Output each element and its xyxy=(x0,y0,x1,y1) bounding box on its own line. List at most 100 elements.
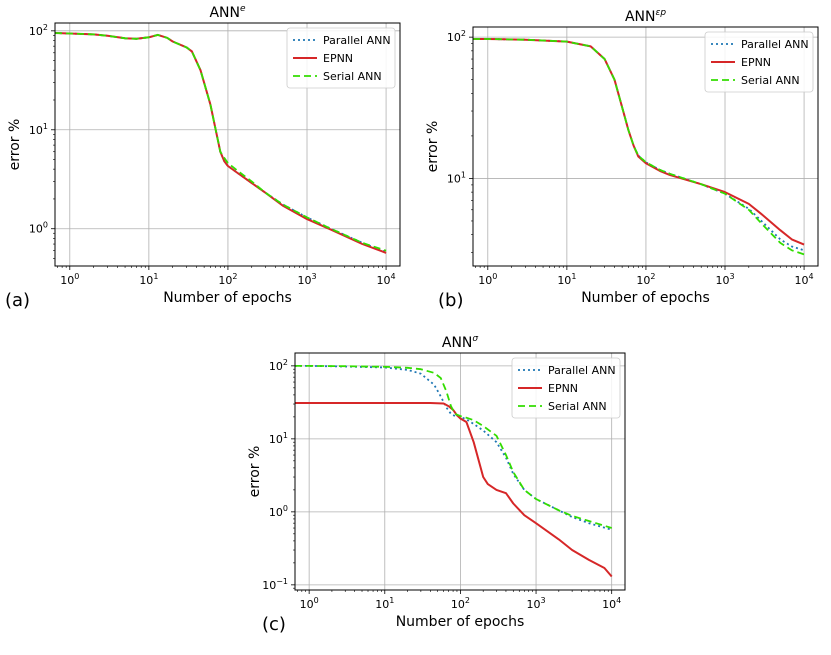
x-tick-label: 102 xyxy=(636,272,655,287)
x-tick-base: 10 xyxy=(636,274,650,287)
panel-letter: (a) xyxy=(5,290,30,311)
y-tick-base: 10 xyxy=(447,31,461,44)
x-tick-exponent: 3 xyxy=(729,272,734,281)
x-tick-base: 10 xyxy=(715,274,729,287)
x-tick-exponent: 3 xyxy=(311,272,316,281)
legend-box xyxy=(704,31,814,93)
y-tick-base: 10 xyxy=(269,360,283,373)
plot-frame xyxy=(294,352,626,591)
chart-title-base: ANN xyxy=(442,335,473,351)
x-tick-exponent: 2 xyxy=(465,596,470,605)
x-tick-base: 10 xyxy=(602,598,616,611)
x-tick-label: 102 xyxy=(451,596,470,611)
plot-frame xyxy=(472,26,819,267)
y-tick-base: 10 xyxy=(29,124,43,137)
legend-label: Serial ANN xyxy=(323,70,382,83)
y-tick-label: 102 xyxy=(269,358,288,373)
x-tick-exponent: 1 xyxy=(389,596,394,605)
x-tick-label: 103 xyxy=(527,596,546,611)
y-tick-exponent: 0 xyxy=(283,504,288,513)
y-tick-label: 10−1 xyxy=(262,577,288,592)
chart-title: ANNεp xyxy=(625,8,666,25)
panel-letter: (c) xyxy=(262,614,286,635)
series-group xyxy=(55,32,387,254)
chart-title-base: ANN xyxy=(209,5,240,21)
y-tick-exponent: 2 xyxy=(283,358,288,367)
x-tick-exponent: 4 xyxy=(616,596,621,605)
x-tick-base: 10 xyxy=(557,274,571,287)
x-tick-base: 10 xyxy=(478,274,492,287)
x-tick-label: 104 xyxy=(602,596,621,611)
legend-label: Parallel ANN xyxy=(548,364,616,377)
y-axis-label: error % xyxy=(425,121,441,173)
x-tick-exponent: 0 xyxy=(492,272,497,281)
legend-box xyxy=(286,27,396,89)
chart-title: ANNσ xyxy=(442,334,479,351)
chart-title: ANNe xyxy=(209,4,246,21)
x-tick-label: 102 xyxy=(218,272,237,287)
legend-label: Serial ANN xyxy=(741,74,800,87)
panel-letter: (b) xyxy=(438,290,463,311)
legend-label: EPNN xyxy=(548,382,578,395)
y-tick-label: 102 xyxy=(447,29,466,44)
plot-frame xyxy=(54,22,401,267)
x-tick-base: 10 xyxy=(300,598,314,611)
series-line-serial-ann xyxy=(295,364,612,529)
y-tick-label: 100 xyxy=(269,504,288,519)
x-tick-label: 103 xyxy=(715,272,734,287)
x-tick-base: 10 xyxy=(377,274,391,287)
x-tick-label: 104 xyxy=(377,272,396,287)
y-tick-label: 101 xyxy=(447,170,466,185)
x-tick-exponent: 1 xyxy=(153,272,158,281)
y-tick-base: 10 xyxy=(269,506,283,519)
chart-title-superscript: εp xyxy=(655,8,666,18)
x-tick-label: 101 xyxy=(375,596,394,611)
x-tick-exponent: 4 xyxy=(391,272,396,281)
x-tick-label: 101 xyxy=(139,272,158,287)
y-tick-base: 10 xyxy=(29,223,43,236)
y-axis-label: error % xyxy=(7,119,23,171)
x-tick-base: 10 xyxy=(139,274,153,287)
x-tick-label: 101 xyxy=(557,272,576,287)
x-tick-label: 104 xyxy=(795,272,814,287)
legend-label: Serial ANN xyxy=(548,400,607,413)
y-tick-base: 10 xyxy=(29,25,43,38)
y-tick-exponent: 2 xyxy=(43,23,48,32)
series-line-serial-ann xyxy=(473,38,805,256)
legend-box xyxy=(511,357,621,419)
y-axis-label: error % xyxy=(247,446,263,498)
x-tick-base: 10 xyxy=(527,598,541,611)
chart-title-superscript: σ xyxy=(472,334,478,344)
x-tick-label: 100 xyxy=(300,596,319,611)
y-tick-exponent: 1 xyxy=(43,122,48,131)
y-tick-base: 10 xyxy=(269,433,283,446)
y-tick-label: 101 xyxy=(29,122,48,137)
y-tick-exponent: 0 xyxy=(43,221,48,230)
x-tick-exponent: 3 xyxy=(541,596,546,605)
y-tick-base: 10 xyxy=(262,579,276,592)
legend-label: EPNN xyxy=(323,52,353,65)
chart-title-base: ANN xyxy=(625,9,656,25)
series-group xyxy=(295,364,613,578)
x-tick-base: 10 xyxy=(795,274,809,287)
series-line-epnn xyxy=(295,402,613,578)
x-tick-base: 10 xyxy=(297,274,311,287)
x-tick-exponent: 2 xyxy=(650,272,655,281)
legend-label: EPNN xyxy=(741,56,771,69)
x-axis-label: Number of epochs xyxy=(163,290,292,306)
y-tick-label: 102 xyxy=(29,23,48,38)
x-tick-exponent: 4 xyxy=(809,272,814,281)
series-line-serial-ann xyxy=(55,32,387,252)
x-tick-base: 10 xyxy=(218,274,232,287)
x-tick-exponent: 0 xyxy=(314,596,319,605)
x-tick-base: 10 xyxy=(375,598,389,611)
chart-title-superscript: e xyxy=(240,4,246,14)
y-tick-exponent: 1 xyxy=(461,170,466,179)
x-tick-label: 103 xyxy=(297,272,316,287)
x-axis-label: Number of epochs xyxy=(581,290,710,306)
